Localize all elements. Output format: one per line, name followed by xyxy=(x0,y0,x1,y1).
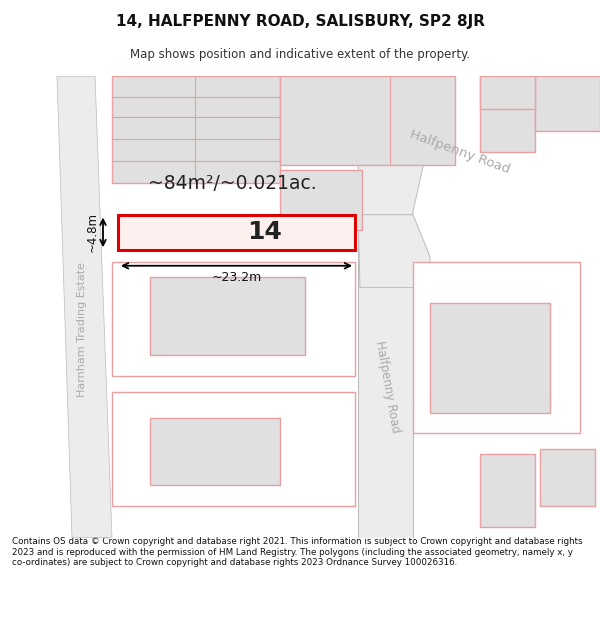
Bar xyxy=(480,76,535,152)
Bar xyxy=(112,76,280,184)
Bar xyxy=(430,303,550,412)
Bar xyxy=(150,278,305,355)
Bar xyxy=(118,215,355,250)
Polygon shape xyxy=(355,76,443,225)
Text: Contains OS data © Crown copyright and database right 2021. This information is : Contains OS data © Crown copyright and d… xyxy=(12,538,583,568)
Bar xyxy=(413,262,580,433)
Text: Map shows position and indicative extent of the property.: Map shows position and indicative extent… xyxy=(130,48,470,61)
Text: 14: 14 xyxy=(248,221,283,244)
Polygon shape xyxy=(358,215,413,538)
Text: 14, HALFPENNY ROAD, SALISBURY, SP2 8JR: 14, HALFPENNY ROAD, SALISBURY, SP2 8JR xyxy=(115,14,485,29)
Text: Halfpenny Road: Halfpenny Road xyxy=(373,339,403,434)
Bar xyxy=(280,170,362,231)
Text: ~4.8m: ~4.8m xyxy=(86,213,99,253)
Polygon shape xyxy=(358,215,430,288)
Text: ~84m²/~0.021ac.: ~84m²/~0.021ac. xyxy=(148,174,317,193)
Text: ~23.2m: ~23.2m xyxy=(211,271,262,284)
Bar xyxy=(480,454,535,527)
Bar xyxy=(280,76,455,165)
Bar xyxy=(150,418,280,486)
Text: Harnham Trading Estate: Harnham Trading Estate xyxy=(77,262,87,397)
Polygon shape xyxy=(57,76,112,538)
Bar xyxy=(540,449,595,506)
Bar xyxy=(535,76,600,131)
Bar xyxy=(480,76,535,109)
Text: Halfpenny Road: Halfpenny Road xyxy=(408,128,512,176)
Bar xyxy=(112,392,355,506)
Bar xyxy=(112,262,355,376)
